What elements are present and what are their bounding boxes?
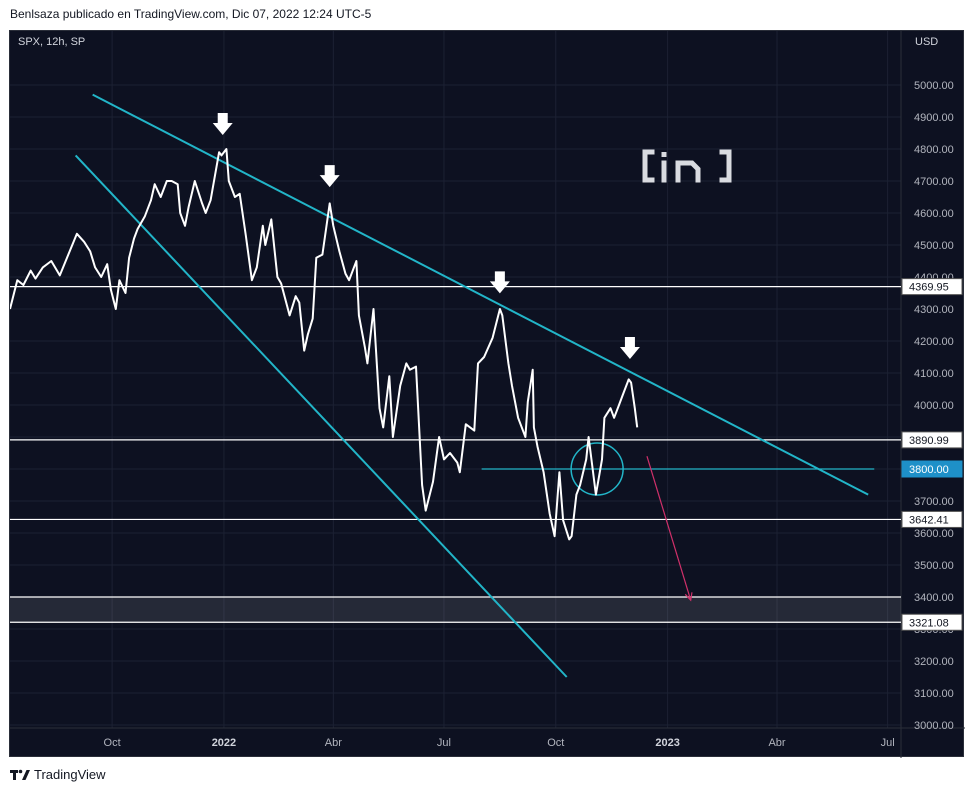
level-badge xyxy=(901,431,963,449)
y-tick-label: 4600.00 xyxy=(914,208,954,220)
level-label: 4369.95 xyxy=(909,282,949,294)
y-tick-label: 3700.00 xyxy=(914,496,954,508)
peak-arrow-icon xyxy=(319,165,340,188)
in-logo-icon xyxy=(642,149,732,183)
y-tick-label: 4800.00 xyxy=(914,144,954,156)
level-label: 3800.00 xyxy=(909,464,949,476)
y-tick-label: 3500.00 xyxy=(914,560,954,572)
projection-arrow xyxy=(646,456,692,601)
support-zone xyxy=(10,597,901,623)
x-tick-label: Abr xyxy=(768,737,785,749)
x-tick-label: Oct xyxy=(104,737,121,749)
y-tick-label: 4900.00 xyxy=(914,112,954,124)
symbol-label: SPX, 12h, SP xyxy=(18,36,86,48)
footer: TradingView xyxy=(10,767,106,782)
level-label: 3321.08 xyxy=(909,617,949,629)
chart-frame[interactable]: 3000.003100.003200.003300.003400.003500.… xyxy=(9,30,965,758)
footer-brand: TradingView xyxy=(34,767,106,782)
x-tick-label: 2023 xyxy=(655,737,679,749)
x-tick-label: Jul xyxy=(881,737,895,749)
trend-line xyxy=(92,93,869,496)
highlight-circle xyxy=(570,442,624,496)
y-tick-label: 4500.00 xyxy=(914,240,954,252)
x-tick-label: 2022 xyxy=(212,737,236,749)
x-tick-label: Jul xyxy=(437,737,451,749)
projection-arrow-head xyxy=(684,592,693,602)
y-tick-label: 4200.00 xyxy=(914,336,954,348)
y-tick-label: 4100.00 xyxy=(914,368,954,380)
y-tick-label: 3000.00 xyxy=(914,720,954,732)
y-tick-label: 4000.00 xyxy=(914,400,954,412)
x-tick-label: Abr xyxy=(325,737,342,749)
peak-arrow-icon xyxy=(619,337,640,359)
currency-label: USD xyxy=(915,36,938,48)
price-line xyxy=(10,148,639,541)
y-tick-label: 5000.00 xyxy=(914,80,954,92)
level-badge xyxy=(901,460,963,478)
y-tick-label: 3400.00 xyxy=(914,592,954,604)
y-tick-label: 4300.00 xyxy=(914,304,954,316)
peak-arrow-icon xyxy=(212,113,233,135)
level-label: 3642.41 xyxy=(909,514,949,526)
chart-header: Benlsaza publicado en TradingView.com, D… xyxy=(10,7,372,21)
y-tick-label: 3200.00 xyxy=(914,656,954,668)
trend-line xyxy=(74,154,568,678)
level-badge xyxy=(901,510,963,528)
x-tick-label: Oct xyxy=(547,737,564,749)
price-chart[interactable]: 3000.003100.003200.003300.003400.003500.… xyxy=(10,31,965,758)
peak-arrow-icon xyxy=(489,271,510,294)
tradingview-logo-icon xyxy=(10,769,30,780)
level-badge xyxy=(901,613,963,631)
y-tick-label: 3100.00 xyxy=(914,688,954,700)
y-tick-label: 4700.00 xyxy=(914,176,954,188)
level-label: 3890.99 xyxy=(909,435,949,447)
level-badge xyxy=(901,278,963,296)
y-tick-label: 3600.00 xyxy=(914,528,954,540)
